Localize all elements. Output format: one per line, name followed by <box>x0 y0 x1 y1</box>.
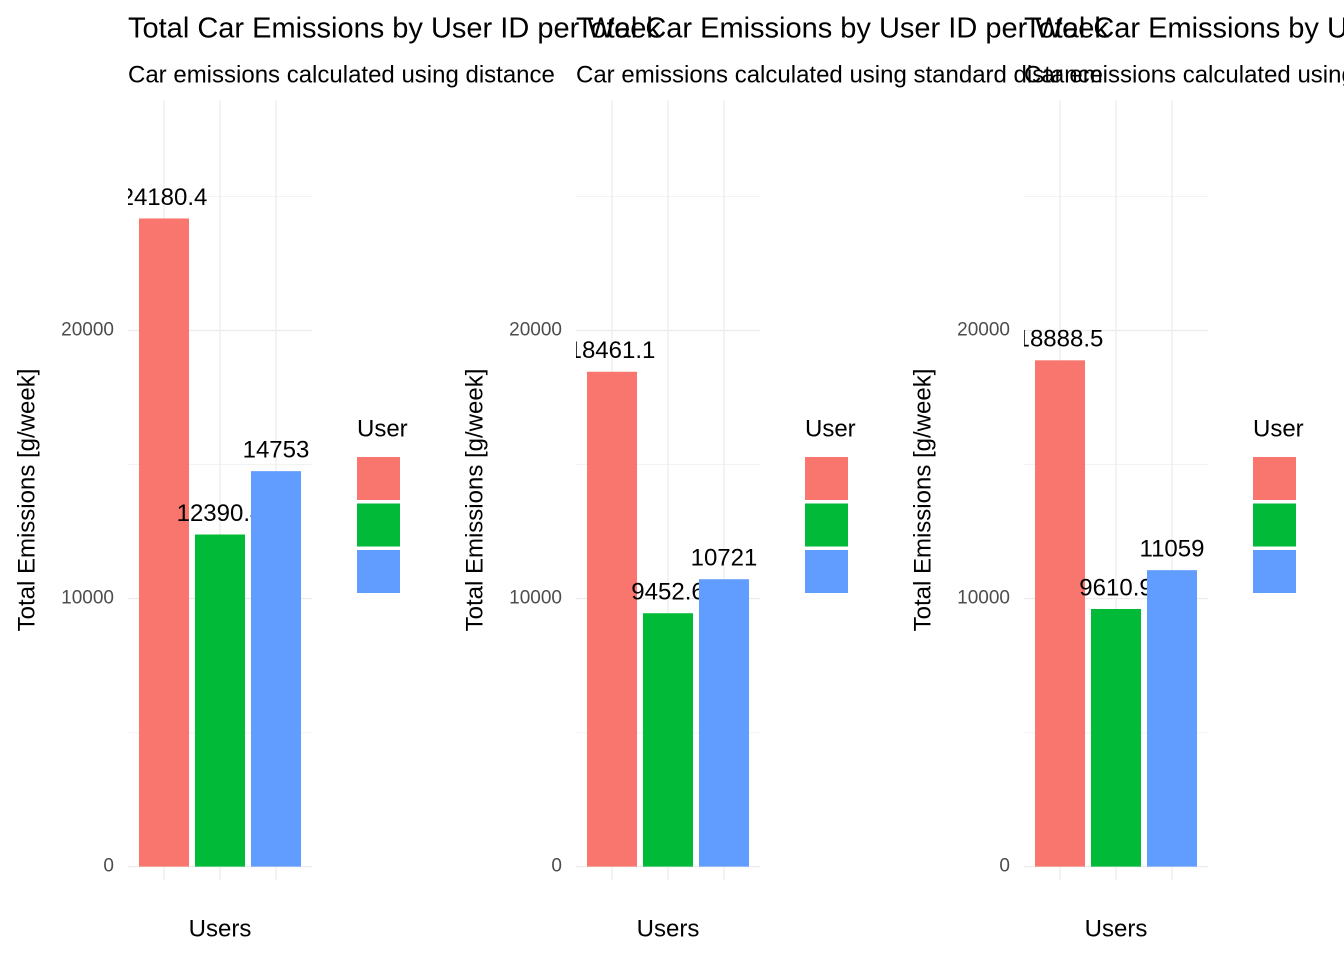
panel: 0 10000 20000 Users 24180.4 12390.4 14753 Total… <box>13 100 408 942</box>
bar <box>1091 608 1141 867</box>
legend-key <box>805 550 848 593</box>
panel: 0 10000 20000 Users 18888.5 9610.9 11059 Total … <box>909 100 1304 942</box>
legend-title: User <box>357 415 408 442</box>
value-label: 9610.9 <box>1079 574 1152 601</box>
legend-title: User <box>1253 415 1304 442</box>
value-label: 18461.1 <box>569 337 656 364</box>
bar <box>698 579 749 867</box>
chart-title: Total Car Emissions by User ID per Week <box>1024 13 1344 45</box>
legend-key <box>805 457 848 500</box>
chart-title: Total Car Emissions by User ID per Week <box>576 13 1109 45</box>
chart-title: Total Car Emissions by User ID per Week <box>128 13 661 45</box>
x-tick-label: Users <box>637 915 700 942</box>
y-axis-label: Total Emissions [g/week] <box>13 369 40 632</box>
y-tick-label: 0 <box>999 856 1010 877</box>
value-label: 10721 <box>691 545 758 572</box>
legend-key <box>357 457 400 500</box>
bar <box>195 534 245 867</box>
y-axis-label: Total Emissions [g/week] <box>909 369 936 632</box>
legend-key <box>1253 457 1296 500</box>
y-tick-label: 20000 <box>61 320 114 341</box>
legend-key <box>357 503 400 547</box>
bar <box>250 471 301 867</box>
chart-subtitle: Car emissions calculated using speed <box>1024 61 1344 88</box>
y-tick-label: 10000 <box>509 588 562 609</box>
bar <box>587 371 638 867</box>
y-tick-label: 10000 <box>61 588 114 609</box>
y-tick-label: 20000 <box>957 320 1010 341</box>
chart-subtitle: Car emissions calculated using distance <box>128 61 555 88</box>
plot-area: 24180.4 12390.4 14753 <box>121 184 310 867</box>
value-label: 14753 <box>243 437 310 464</box>
y-tick-label: 0 <box>103 856 114 877</box>
bar <box>139 218 190 867</box>
y-tick-label: 10000 <box>957 588 1010 609</box>
bar <box>643 613 693 867</box>
chart-subtitle: Car emissions calculated using standard … <box>576 61 1103 88</box>
value-label: 12390.4 <box>177 500 264 527</box>
plot-area: 18888.5 9610.9 11059 <box>1017 326 1205 867</box>
y-tick-label: 20000 <box>509 320 562 341</box>
legend-key <box>1253 503 1296 547</box>
x-tick-label: Users <box>1085 915 1148 942</box>
value-label: 24180.4 <box>121 184 208 211</box>
legend-key <box>357 550 400 593</box>
value-label: 11059 <box>1140 536 1205 563</box>
y-axis-label: Total Emissions [g/week] <box>461 369 488 632</box>
value-label: 9452.6 <box>631 579 704 606</box>
bar <box>1035 360 1086 867</box>
value-label: 18888.5 <box>1017 326 1104 353</box>
bar <box>1146 570 1197 867</box>
y-tick-label: 0 <box>551 856 562 877</box>
plot-area: 18461.1 9452.6 10721 <box>569 337 758 867</box>
legend-title: User <box>805 415 856 442</box>
legend-key <box>805 503 848 547</box>
panel: 0 10000 20000 Users 18461.1 9452.6 10721 Total … <box>461 100 856 942</box>
x-tick-label: Users <box>189 915 252 942</box>
legend-key <box>1253 550 1296 593</box>
